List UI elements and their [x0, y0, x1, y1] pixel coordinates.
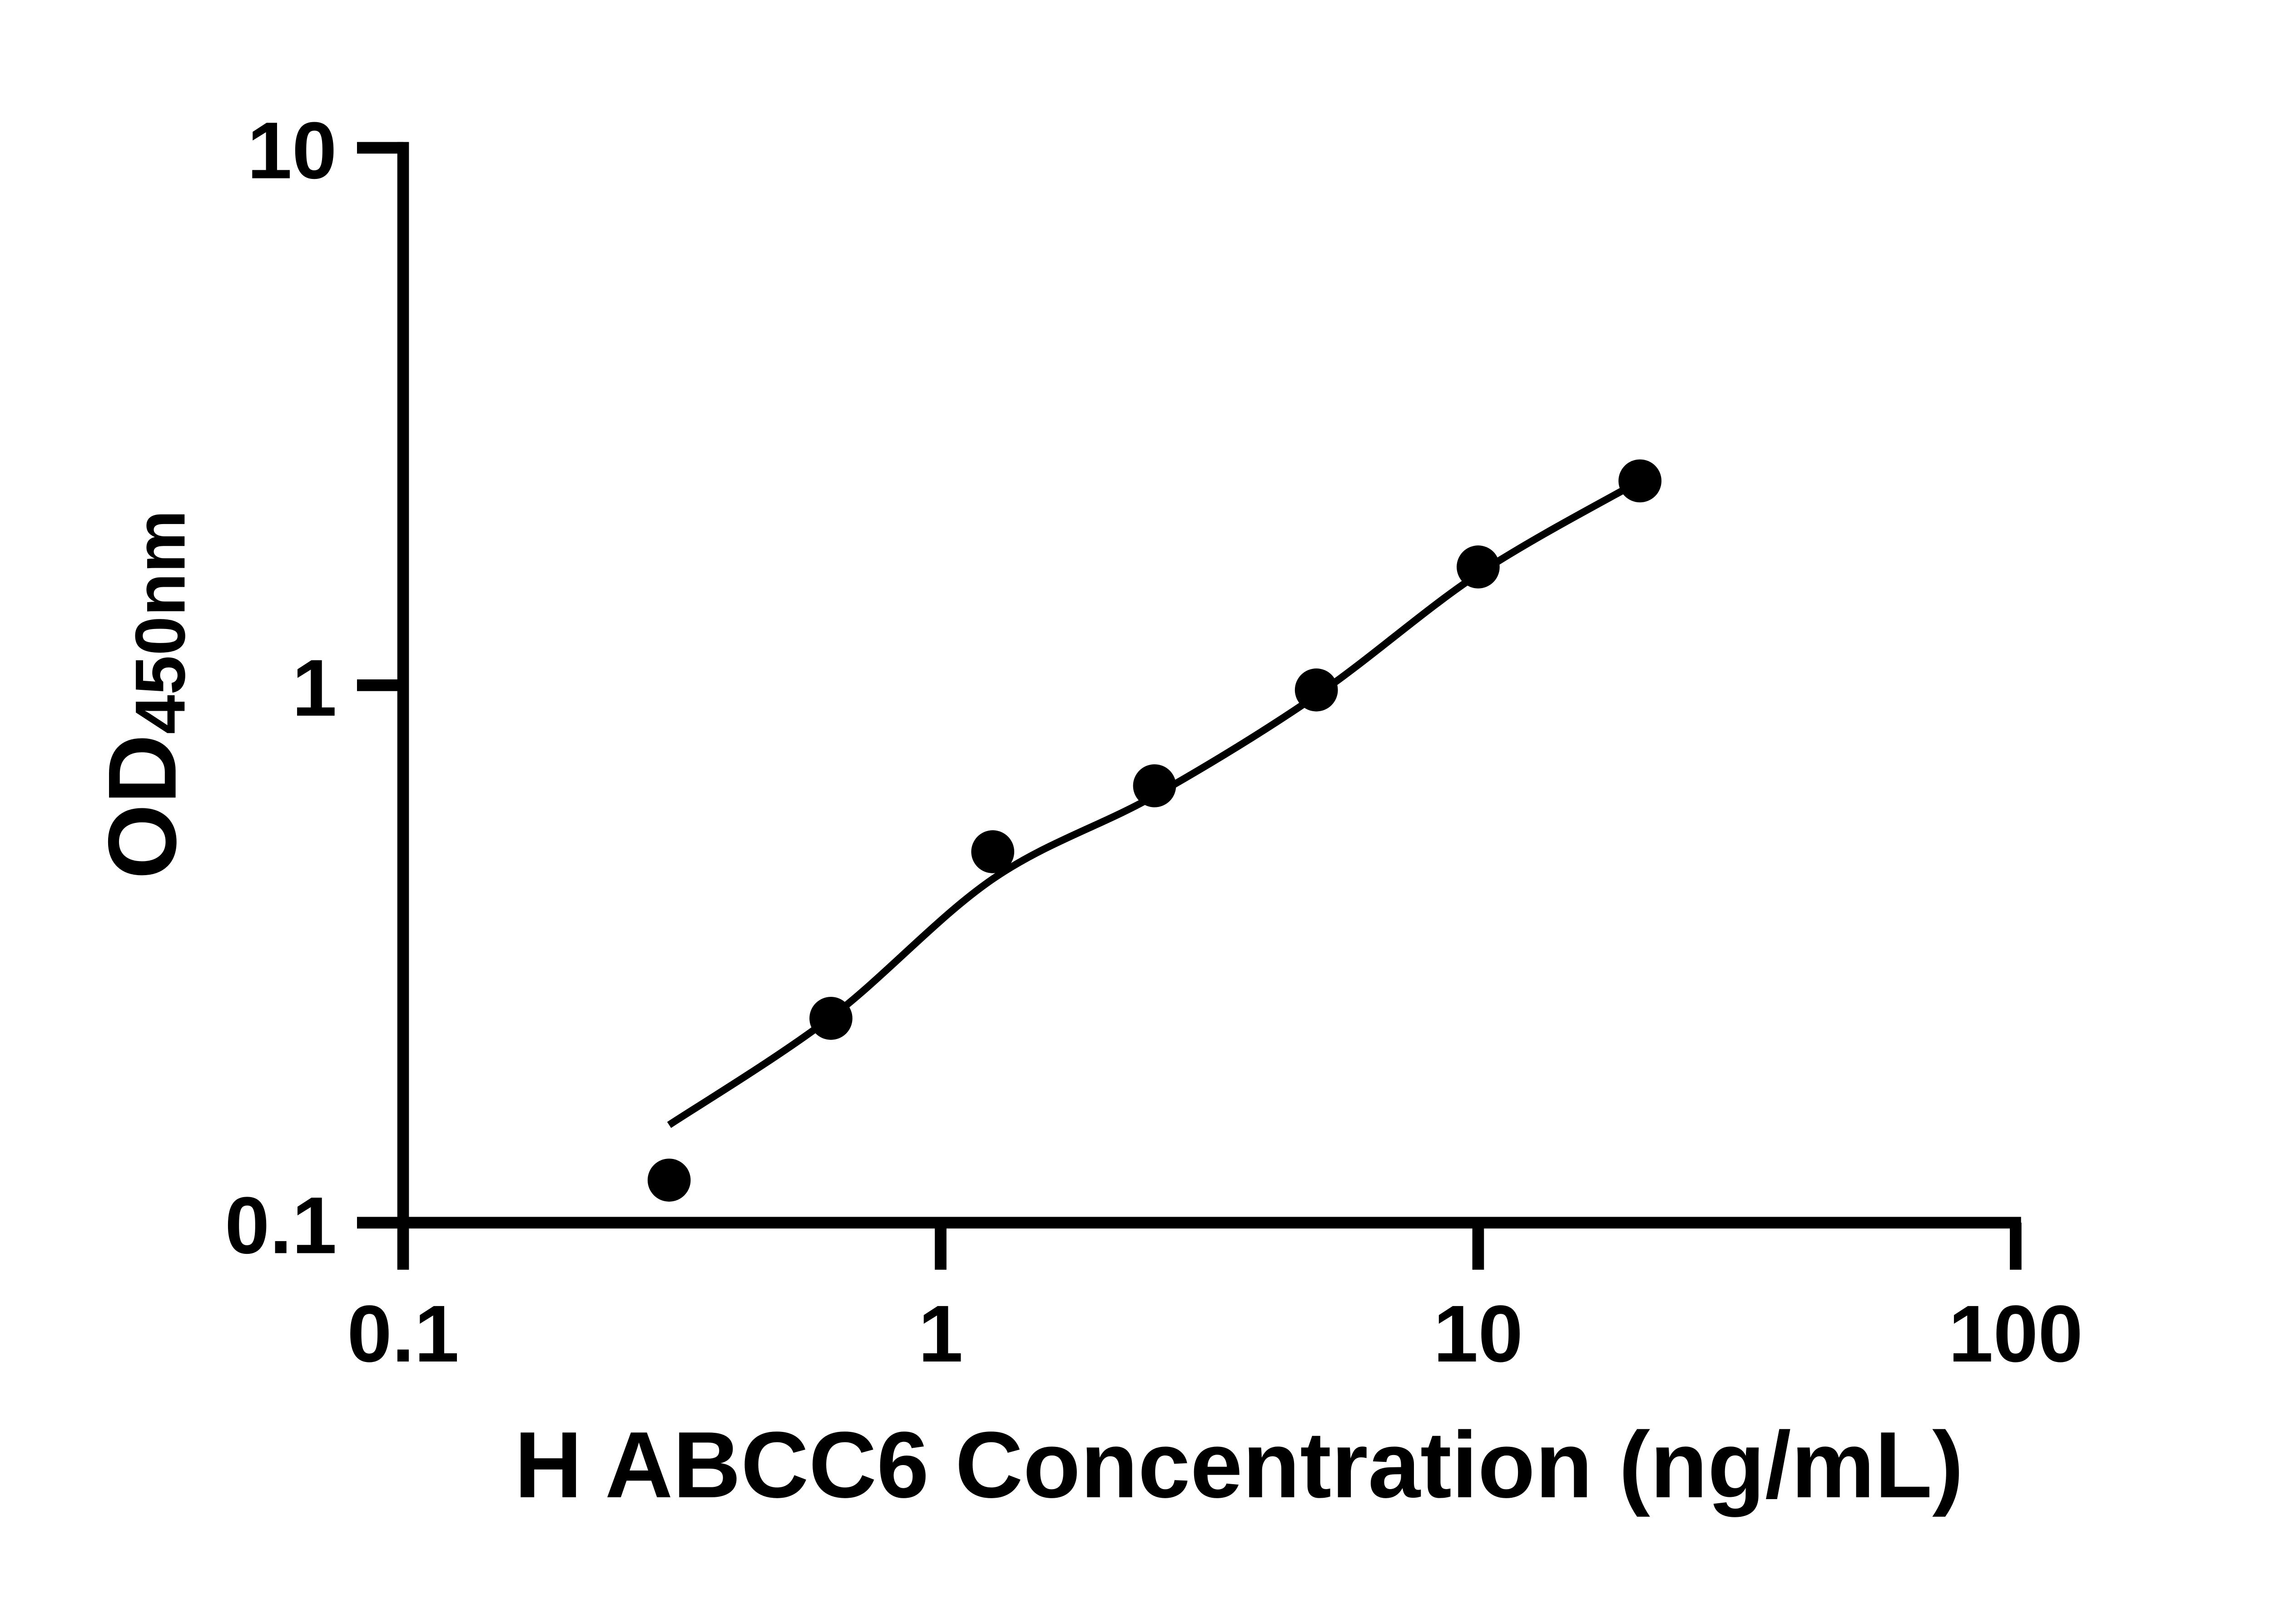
x-tick-label: 1: [918, 1288, 963, 1379]
data-point: [809, 997, 853, 1040]
y-axis-title: OD450nm: [89, 510, 200, 879]
y-tick-label: 1: [292, 643, 337, 733]
x-tick-label: 100: [1949, 1288, 2083, 1379]
x-tick-label: 10: [1433, 1288, 1523, 1379]
data-point: [971, 830, 1015, 873]
data-point: [1457, 545, 1500, 589]
data-point: [1618, 459, 1662, 503]
x-axis-title: H ABCC6 Concentration (ng/mL): [514, 1412, 1964, 1517]
data-point: [1294, 668, 1338, 712]
y-tick-label: 10: [247, 105, 337, 196]
data-point: [647, 1159, 691, 1202]
data-point: [1133, 764, 1176, 807]
y-tick-label: 0.1: [225, 1180, 337, 1270]
plot: 0.1 1 10 0.1 1 10 100: [225, 105, 2083, 1379]
x-tick-label: 0.1: [347, 1288, 459, 1379]
